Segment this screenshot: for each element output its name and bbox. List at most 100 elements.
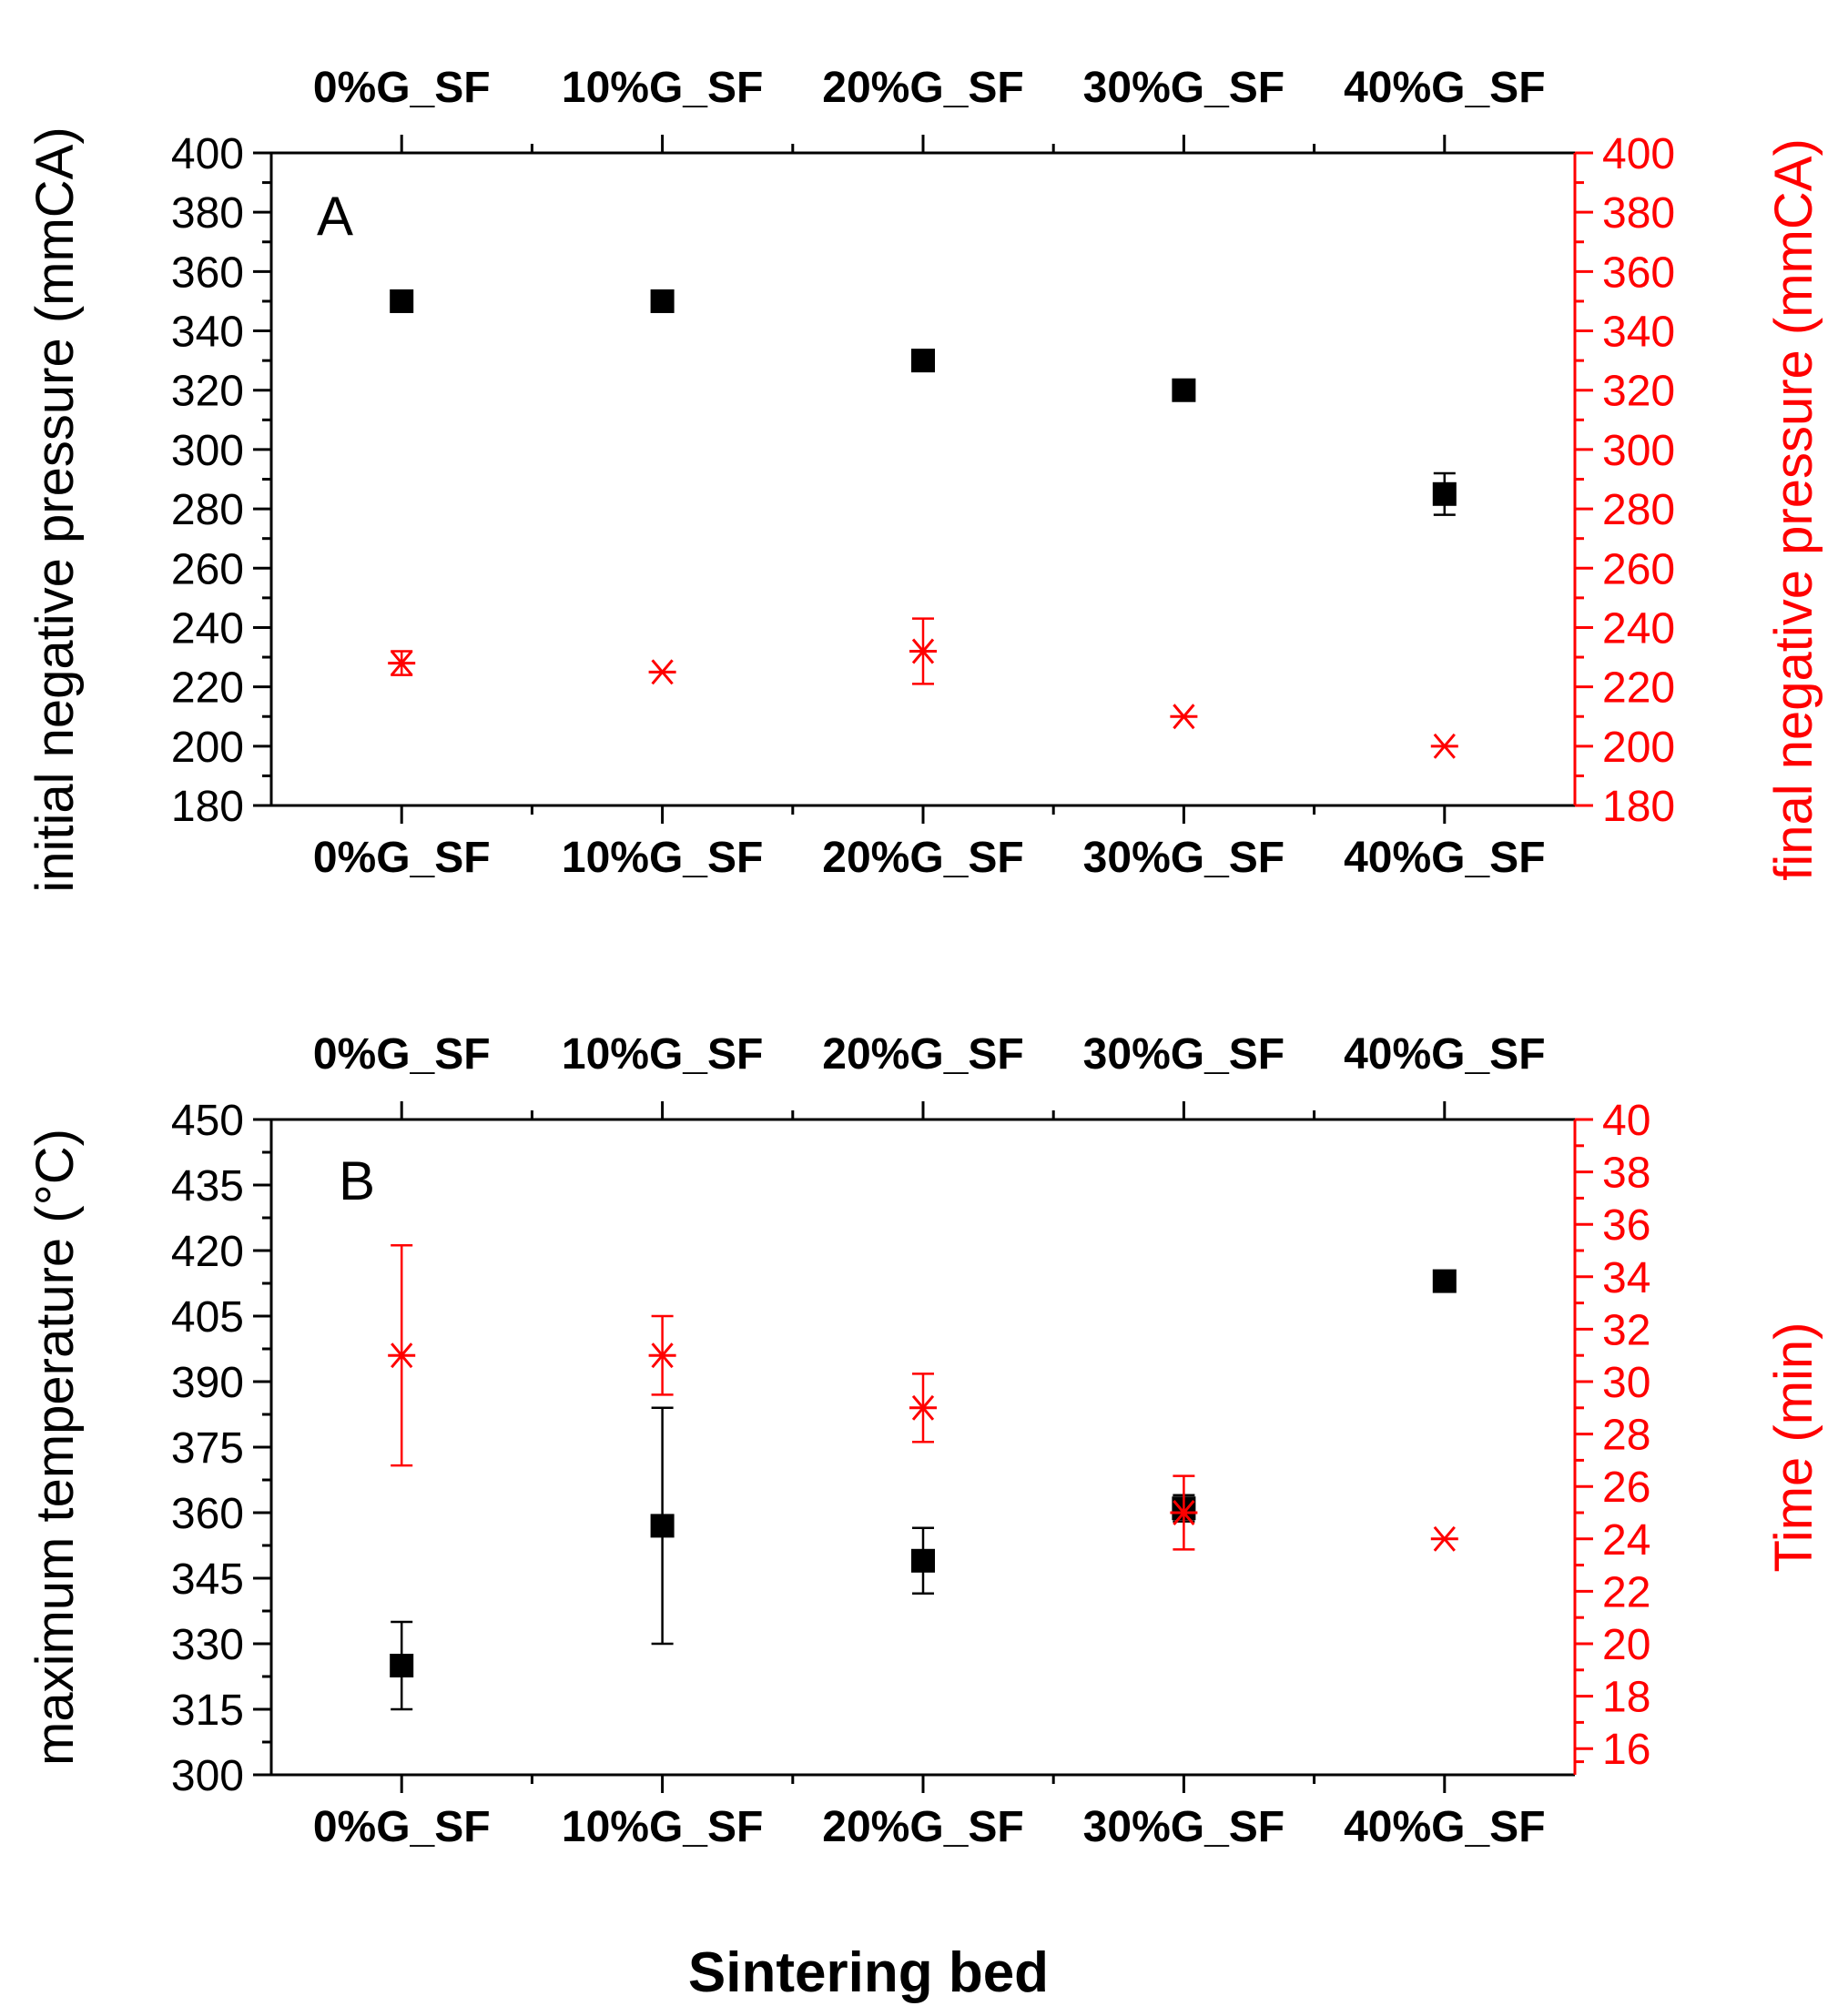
right-tick-label: 280 xyxy=(1602,486,1675,534)
right-tick-label: 28 xyxy=(1602,1412,1650,1460)
data-point-asterisk xyxy=(388,1342,416,1369)
right-tick-label: 40 xyxy=(1602,1097,1650,1145)
x-tick-label-bottom: 20%G_SF xyxy=(822,1803,1023,1851)
x-tick-label-bottom: 20%G_SF xyxy=(822,834,1023,882)
left-tick-label: 340 xyxy=(171,309,244,357)
left-tick-label: 420 xyxy=(171,1228,244,1276)
data-point-asterisk xyxy=(1170,1500,1198,1525)
asterisk-stroke xyxy=(911,1394,935,1421)
data-point-square xyxy=(650,289,675,313)
series-time xyxy=(388,1243,1458,1552)
asterisk-stroke xyxy=(391,1342,413,1369)
panel-letter: B xyxy=(339,1150,375,1211)
right-tick-label: 320 xyxy=(1602,368,1675,416)
left-tick-label: 380 xyxy=(171,189,244,238)
data-point-asterisk xyxy=(909,1394,937,1421)
left-tick-label: 220 xyxy=(171,664,244,713)
data-point-square xyxy=(1432,481,1457,506)
asterisk-stroke xyxy=(1173,1500,1195,1525)
left-tick-label: 450 xyxy=(171,1097,244,1145)
left-tick-label: 280 xyxy=(171,486,244,534)
right-tick-label: 400 xyxy=(1602,130,1675,178)
x-tick-label-bottom: 30%G_SF xyxy=(1083,1803,1284,1851)
data-point-asterisk xyxy=(1430,1525,1458,1552)
data-point-square xyxy=(1172,378,1196,402)
data-point-asterisk xyxy=(388,650,416,676)
left-axis-title: initial negative pressure (mmCA) xyxy=(25,127,85,892)
left-tick-label: 405 xyxy=(171,1293,244,1342)
series-final-negative-pressure xyxy=(388,617,1458,759)
x-tick-label-bottom: 0%G_SF xyxy=(313,1803,491,1851)
data-point-asterisk xyxy=(909,638,937,664)
data-point-asterisk xyxy=(648,659,676,685)
x-tick-label-top: 40%G_SF xyxy=(1344,64,1545,112)
x-tick-label-bottom: 30%G_SF xyxy=(1083,834,1284,882)
right-tick-label: 24 xyxy=(1602,1516,1650,1565)
x-tick-label-top: 10%G_SF xyxy=(562,1030,763,1079)
right-tick-label: 260 xyxy=(1602,545,1675,593)
x-tick-label-bottom: 40%G_SF xyxy=(1344,1803,1545,1851)
right-tick-label: 180 xyxy=(1602,783,1675,831)
data-point-square xyxy=(390,289,414,313)
data-point-square xyxy=(1432,1269,1457,1293)
x-tick-label-top: 20%G_SF xyxy=(822,64,1023,112)
asterisk-stroke xyxy=(1433,733,1456,759)
left-tick-label: 345 xyxy=(171,1555,244,1604)
right-tick-label: 26 xyxy=(1602,1464,1650,1512)
right-tick-label: 18 xyxy=(1602,1674,1650,1722)
right-tick-label: 22 xyxy=(1602,1568,1650,1616)
x-tick-label-top: 10%G_SF xyxy=(562,64,763,112)
left-tick-label: 260 xyxy=(171,545,244,593)
asterisk-stroke xyxy=(391,650,413,676)
right-tick-label: 38 xyxy=(1602,1150,1650,1198)
data-point-square xyxy=(390,1654,414,1677)
right-tick-label: 360 xyxy=(1602,248,1675,297)
data-point-square xyxy=(911,1548,935,1573)
right-axis-title: final negative pressure (mmCA) xyxy=(1764,138,1823,881)
left-tick-label: 435 xyxy=(171,1162,244,1211)
right-tick-label: 32 xyxy=(1602,1306,1650,1354)
right-tick-label: 240 xyxy=(1602,604,1675,653)
x-tick-label-bottom: 10%G_SF xyxy=(562,1803,763,1851)
right-tick-label: 20 xyxy=(1602,1621,1650,1669)
x-tick-label-bottom: 10%G_SF xyxy=(562,834,763,882)
left-tick-label: 375 xyxy=(171,1424,244,1473)
x-tick-label-top: 30%G_SF xyxy=(1083,1030,1284,1079)
left-tick-label: 300 xyxy=(171,1752,244,1800)
x-tick-label-bottom: 0%G_SF xyxy=(313,834,491,882)
asterisk-stroke xyxy=(1433,1525,1456,1552)
x-tick-label-bottom: 40%G_SF xyxy=(1344,834,1545,882)
left-axis-title: maximum temperature (°C) xyxy=(25,1129,85,1766)
right-axis-title: Time (min) xyxy=(1764,1322,1823,1573)
right-tick-label: 380 xyxy=(1602,189,1675,238)
left-tick-label: 390 xyxy=(171,1359,244,1407)
data-point-asterisk xyxy=(1170,704,1198,730)
panel-b: 0%G_SF 0%G_SF 10%G_SF 10%G_SF 20%G_SF 20%G_SF… xyxy=(25,1030,1823,1851)
x-tick-label-top: 30%G_SF xyxy=(1083,64,1284,112)
x-tick-label-top: 0%G_SF xyxy=(313,1030,491,1079)
x-axis-title: Sintering bed xyxy=(688,1941,1049,2004)
x-tick-label-top: 0%G_SF xyxy=(313,64,491,112)
data-point-asterisk xyxy=(1430,733,1458,759)
asterisk-stroke xyxy=(911,638,935,664)
left-tick-label: 320 xyxy=(171,368,244,416)
right-tick-label: 200 xyxy=(1602,724,1675,772)
left-tick-label: 360 xyxy=(171,248,244,297)
panel-a: 0%G_SF 0%G_SF 10%G_SF 10%G_SF 20%G_SF 20%G_SF… xyxy=(25,64,1823,893)
left-tick-label: 315 xyxy=(171,1687,244,1735)
data-point-square xyxy=(911,349,935,373)
right-tick-label: 34 xyxy=(1602,1254,1650,1302)
left-tick-label: 330 xyxy=(171,1621,244,1669)
right-tick-label: 30 xyxy=(1602,1359,1650,1407)
left-tick-label: 400 xyxy=(171,130,244,178)
x-tick-label-top: 40%G_SF xyxy=(1344,1030,1545,1079)
left-tick-label: 180 xyxy=(171,783,244,831)
panel-letter: A xyxy=(317,186,353,247)
left-tick-label: 240 xyxy=(171,604,244,653)
asterisk-stroke xyxy=(651,659,674,685)
right-tick-label: 220 xyxy=(1602,664,1675,713)
left-tick-label: 360 xyxy=(171,1490,244,1538)
right-tick-label: 340 xyxy=(1602,309,1675,357)
data-point-asterisk xyxy=(648,1342,676,1369)
